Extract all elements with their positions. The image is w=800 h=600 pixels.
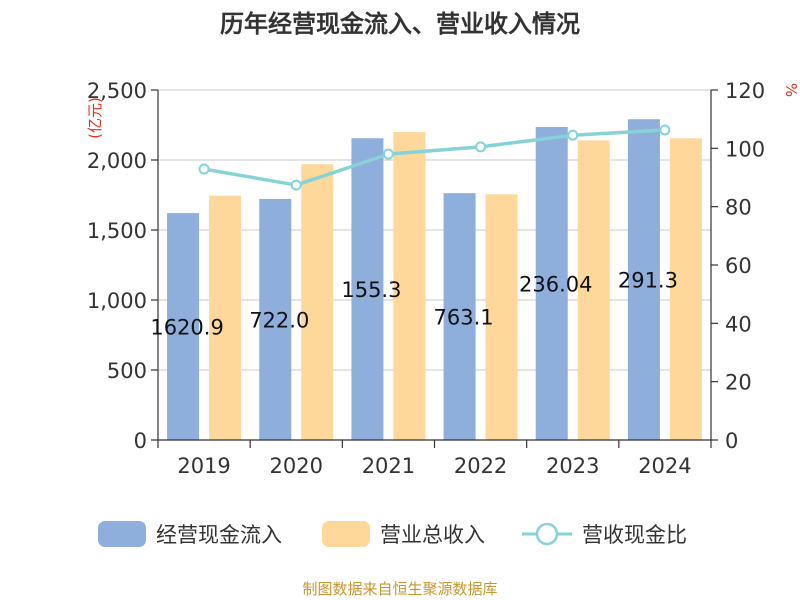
legend-label-revenue: 营业总收入: [380, 523, 485, 547]
y-right-tick-label: 60: [725, 254, 752, 278]
line-point: [659, 124, 671, 136]
x-tick-label: 2023: [546, 454, 599, 478]
data-label: 763.1: [434, 306, 494, 330]
line-point: [198, 163, 210, 175]
x-tick-label: 2019: [177, 454, 230, 478]
bar-cash-inflow: [167, 213, 200, 440]
x-tick-label: 2020: [270, 454, 323, 478]
line-point: [475, 141, 487, 153]
bar-cash-inflow: [627, 119, 660, 440]
y-left-tick-label: 0: [134, 429, 147, 453]
legend-swatch-cash-inflow: [98, 521, 146, 547]
y-left-tick-label: 1,500: [87, 219, 147, 243]
line-point: [567, 129, 579, 141]
data-label: 236.04: [519, 272, 592, 296]
legend-label-ratio: 营收现金比: [582, 523, 687, 547]
grid-layer: [158, 89, 711, 371]
legend-swatch-revenue: [322, 521, 370, 547]
line-point: [382, 148, 394, 160]
bar-revenue: [577, 140, 610, 440]
y-right-tick-label: 80: [725, 196, 752, 220]
data-label: 722.0: [249, 308, 309, 332]
x-tick-label: 2021: [362, 454, 415, 478]
bars-layer: [167, 119, 702, 441]
bar-revenue: [485, 194, 518, 440]
bar-revenue: [301, 164, 334, 440]
line-layer: [198, 124, 671, 191]
x-tick-label: 2022: [454, 454, 507, 478]
y-left-tick-label: 1,000: [87, 289, 147, 313]
data-label: 291.3: [618, 269, 678, 293]
y-right-tick-label: 0: [725, 429, 738, 453]
y-right-tick-label: 40: [725, 312, 752, 336]
bar-cash-inflow: [443, 193, 476, 440]
line-point: [290, 179, 302, 191]
y-right-unit: %: [782, 83, 800, 97]
y-right-tick-label: 120: [725, 79, 765, 103]
line-cash-ratio: [203, 128, 666, 187]
bar-revenue: [669, 138, 702, 441]
legend-label-cash-inflow: 经营现金流入: [156, 523, 282, 547]
source-note: 制图数据来自恒生聚源数据库: [302, 580, 497, 598]
bar-cash-inflow: [351, 138, 384, 440]
axes-layer: 0 500 1,000 1,500 2,000 2,500 0 20 40 60 80 100 120 2…: [86, 79, 800, 478]
labels-layer: 1620.9 722.0 155.3 763.1 236.04 291.3: [150, 269, 678, 340]
data-label: 1620.9: [150, 316, 223, 340]
y-left-tick-label: 500: [107, 359, 147, 383]
y-right-tick-label: 20: [725, 371, 752, 395]
y-left-tick-label: 2,500: [87, 79, 147, 103]
y-right-tick-label: 100: [725, 137, 765, 161]
y-left-tick-label: 2,000: [87, 149, 147, 173]
bar-revenue: [393, 132, 426, 440]
y-left-unit: (亿元): [86, 97, 104, 139]
bar-cash-inflow: [535, 126, 568, 441]
legend: 经营现金流入 营业总收入 营收现金比: [98, 521, 687, 547]
data-label: 155.3: [341, 278, 401, 302]
legend-swatch-ratio-marker: [535, 522, 559, 546]
bar-cash-inflow: [259, 198, 292, 440]
bar-revenue: [209, 195, 242, 440]
x-tick-label: 2024: [638, 454, 691, 478]
chart-title: 历年经营现金流入、营业收入情况: [220, 10, 580, 38]
